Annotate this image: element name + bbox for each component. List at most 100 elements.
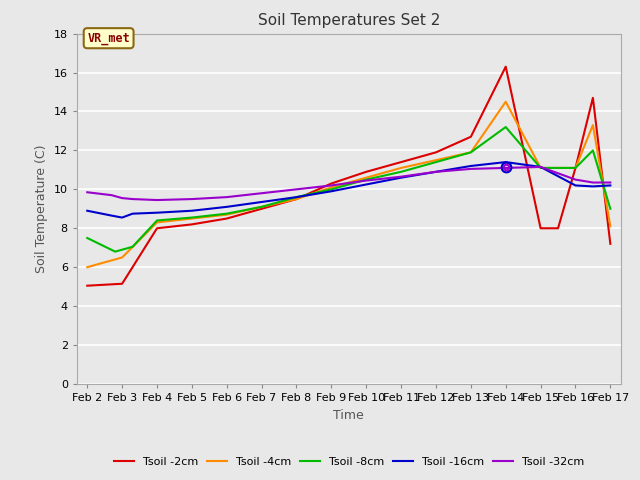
Text: VR_met: VR_met	[87, 32, 130, 45]
Line: Tsoil -16cm: Tsoil -16cm	[87, 162, 611, 217]
Tsoil -2cm	[328, 180, 335, 186]
Tsoil -8cm	[467, 149, 475, 155]
Tsoil -32cm	[223, 194, 230, 200]
Tsoil -8cm	[129, 244, 136, 250]
Legend: Tsoil -2cm, Tsoil -4cm, Tsoil -8cm, Tsoil -16cm, Tsoil -32cm: Tsoil -2cm, Tsoil -4cm, Tsoil -8cm, Tsoi…	[109, 453, 588, 471]
Tsoil -8cm	[292, 194, 300, 200]
Tsoil -4cm	[188, 216, 196, 221]
Tsoil -16cm	[362, 181, 370, 187]
Tsoil -16cm	[118, 215, 126, 220]
Tsoil -2cm	[292, 196, 300, 202]
Tsoil -32cm	[397, 174, 405, 180]
Tsoil -4cm	[118, 254, 126, 260]
Tsoil -4cm	[467, 149, 475, 155]
Tsoil -4cm	[397, 165, 405, 171]
Tsoil -2cm	[153, 226, 161, 231]
Tsoil -2cm	[397, 159, 405, 165]
Tsoil -16cm	[572, 182, 579, 188]
Tsoil -8cm	[362, 177, 370, 182]
Tsoil -32cm	[572, 177, 579, 182]
Tsoil -4cm	[83, 264, 91, 270]
Tsoil -4cm	[258, 204, 266, 210]
Tsoil -4cm	[362, 175, 370, 180]
Tsoil -32cm	[362, 178, 370, 183]
Tsoil -8cm	[537, 165, 545, 171]
Tsoil -8cm	[111, 249, 119, 254]
Tsoil -16cm	[502, 159, 509, 165]
Tsoil -32cm	[607, 180, 614, 185]
Tsoil -4cm	[153, 219, 161, 225]
Tsoil -2cm	[101, 282, 109, 288]
Tsoil -32cm	[188, 196, 196, 202]
Tsoil -2cm	[432, 149, 440, 155]
Tsoil -32cm	[129, 196, 136, 202]
Tsoil -8cm	[432, 159, 440, 165]
Tsoil -4cm	[607, 224, 614, 229]
Line: Tsoil -8cm: Tsoil -8cm	[87, 127, 611, 252]
Tsoil -8cm	[607, 206, 614, 212]
Tsoil -2cm	[362, 169, 370, 175]
Tsoil -16cm	[153, 210, 161, 216]
Tsoil -32cm	[537, 164, 545, 170]
Tsoil -4cm	[537, 165, 545, 171]
Tsoil -8cm	[572, 165, 579, 171]
Tsoil -32cm	[589, 180, 596, 185]
Tsoil -16cm	[397, 175, 405, 180]
Line: Tsoil -2cm: Tsoil -2cm	[87, 67, 611, 286]
Title: Soil Temperatures Set 2: Soil Temperatures Set 2	[258, 13, 440, 28]
Tsoil -32cm	[467, 166, 475, 172]
Tsoil -32cm	[292, 186, 300, 192]
Tsoil -16cm	[223, 204, 230, 210]
Tsoil -32cm	[108, 192, 115, 198]
Tsoil -4cm	[502, 99, 509, 105]
Tsoil -8cm	[502, 124, 509, 130]
Tsoil -2cm	[118, 281, 126, 287]
Tsoil -2cm	[502, 64, 509, 70]
Tsoil -32cm	[328, 182, 335, 188]
Tsoil -2cm	[83, 283, 91, 288]
Tsoil -32cm	[118, 195, 126, 201]
Tsoil -2cm	[223, 216, 230, 221]
Tsoil -16cm	[607, 182, 614, 188]
Tsoil -4cm	[223, 212, 230, 217]
Tsoil -32cm	[83, 190, 91, 195]
Tsoil -16cm	[432, 169, 440, 175]
Tsoil -4cm	[572, 165, 579, 171]
Tsoil -16cm	[188, 208, 196, 214]
Tsoil -2cm	[188, 221, 196, 227]
Tsoil -32cm	[502, 165, 509, 171]
Tsoil -16cm	[108, 213, 115, 218]
Tsoil -8cm	[397, 169, 405, 175]
Tsoil -8cm	[589, 147, 596, 153]
Tsoil -2cm	[607, 241, 614, 247]
Tsoil -16cm	[83, 208, 91, 214]
Tsoil -16cm	[258, 199, 266, 205]
Tsoil -4cm	[292, 196, 300, 202]
Tsoil -32cm	[258, 191, 266, 196]
Tsoil -16cm	[328, 188, 335, 194]
X-axis label: Time: Time	[333, 408, 364, 421]
Tsoil -2cm	[554, 226, 562, 231]
Tsoil -2cm	[467, 134, 475, 140]
Tsoil -16cm	[537, 164, 545, 170]
Tsoil -8cm	[83, 235, 91, 241]
Tsoil -8cm	[188, 215, 196, 220]
Tsoil -8cm	[328, 186, 335, 192]
Line: Tsoil -4cm: Tsoil -4cm	[87, 102, 611, 267]
Tsoil -16cm	[292, 194, 300, 200]
Line: Tsoil -32cm: Tsoil -32cm	[87, 167, 611, 200]
Y-axis label: Soil Temperature (C): Soil Temperature (C)	[35, 144, 48, 273]
Tsoil -16cm	[467, 163, 475, 169]
Tsoil -4cm	[589, 122, 596, 128]
Tsoil -2cm	[258, 206, 266, 212]
Tsoil -2cm	[572, 165, 579, 171]
Tsoil -4cm	[328, 184, 335, 190]
Tsoil -4cm	[432, 157, 440, 163]
Tsoil -16cm	[589, 183, 596, 189]
Tsoil -32cm	[432, 169, 440, 175]
Tsoil -8cm	[153, 217, 161, 223]
Tsoil -2cm	[537, 226, 545, 231]
Tsoil -32cm	[153, 197, 161, 203]
Tsoil -2cm	[589, 95, 596, 101]
Tsoil -16cm	[129, 211, 136, 216]
